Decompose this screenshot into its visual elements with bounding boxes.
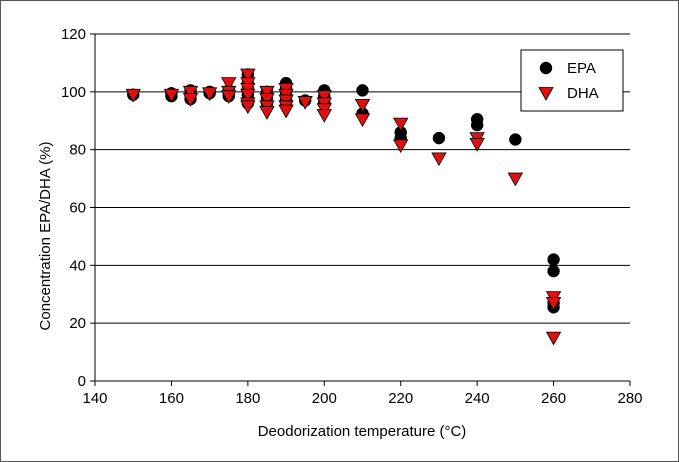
x-tick-label: 140 — [82, 390, 107, 407]
y-axis-title: Concentration EPA/DHA (%) — [37, 142, 54, 331]
dha-point — [545, 331, 562, 346]
dha-point — [259, 106, 275, 120]
y-tick-label: 120 — [61, 26, 86, 43]
dha-point — [182, 85, 199, 100]
data-points — [125, 68, 562, 346]
dha-point — [545, 297, 562, 311]
dha-point — [316, 109, 332, 123]
epa-point — [509, 133, 522, 146]
y-tick-label: 0 — [78, 373, 86, 390]
dha-point — [201, 87, 218, 102]
x-tick-label: 160 — [159, 390, 184, 407]
x-tick-label: 200 — [312, 390, 337, 407]
legend-marker-epa — [539, 61, 553, 75]
epa-point — [547, 264, 560, 278]
dha-point — [259, 85, 275, 100]
y-tick-label: 60 — [69, 200, 86, 217]
epa-point — [547, 253, 560, 266]
dha-point — [259, 93, 275, 107]
x-tick-labels: 140 160 180 200 220 240 260 280 — [82, 390, 642, 407]
dha-point — [393, 117, 409, 132]
x-tick-label: 280 — [617, 390, 642, 407]
x-tick-label: 260 — [541, 390, 566, 407]
dha-point — [297, 96, 313, 110]
x-tick-label: 180 — [235, 390, 260, 407]
legend-box — [520, 49, 624, 112]
dha-point — [163, 88, 180, 103]
x-axis-title: Deodorization temperature (°C) — [258, 423, 467, 440]
epa-point — [356, 84, 369, 97]
dha-point — [221, 77, 237, 91]
dha-point — [431, 152, 447, 167]
series-dha — [125, 68, 562, 346]
axes — [90, 33, 631, 386]
x-tick-label: 240 — [465, 390, 490, 407]
dha-point — [316, 90, 332, 104]
dha-point — [469, 137, 485, 152]
y-tick-labels: 0 20 40 60 80 100 120 — [61, 26, 86, 390]
y-tick-label: 80 — [69, 142, 86, 159]
dha-point — [393, 139, 409, 154]
legend: EPA DHA — [520, 49, 624, 112]
legend-marker-dha — [538, 87, 554, 101]
dha-point — [354, 98, 371, 113]
dha-point — [240, 100, 256, 115]
dha-point — [221, 90, 237, 104]
dha-point — [240, 88, 256, 103]
epa-point — [470, 118, 484, 132]
y-tick-label: 100 — [61, 84, 86, 101]
legend-label-dha: DHA — [567, 85, 599, 102]
series-epa — [126, 68, 560, 314]
x-tick-label: 220 — [388, 390, 413, 407]
dha-point — [354, 113, 371, 128]
dha-point — [182, 93, 199, 107]
y-tick-label: 20 — [69, 315, 86, 332]
dha-point — [240, 68, 256, 83]
dha-point — [507, 172, 524, 187]
dha-point — [278, 104, 294, 119]
epa-point — [432, 131, 446, 145]
y-tick-label: 40 — [69, 257, 86, 274]
legend-label-epa: EPA — [567, 60, 596, 77]
dha-point — [125, 88, 141, 103]
